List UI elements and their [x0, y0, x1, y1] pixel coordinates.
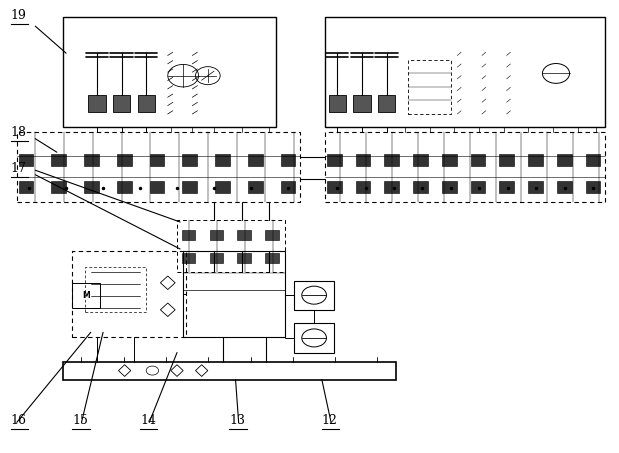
- Bar: [215, 182, 230, 193]
- Bar: [500, 182, 514, 193]
- Bar: [470, 154, 485, 166]
- Bar: [137, 95, 155, 112]
- Bar: [384, 154, 399, 166]
- Bar: [183, 182, 197, 193]
- Bar: [248, 182, 262, 193]
- Bar: [265, 230, 279, 240]
- Bar: [238, 253, 251, 263]
- Bar: [215, 154, 230, 166]
- Bar: [265, 253, 279, 263]
- Bar: [63, 361, 396, 380]
- Text: 18: 18: [11, 125, 27, 139]
- Bar: [294, 323, 334, 352]
- Bar: [586, 182, 600, 193]
- Bar: [408, 60, 451, 114]
- Bar: [353, 95, 371, 112]
- Bar: [470, 182, 485, 193]
- Bar: [85, 267, 146, 312]
- Text: 16: 16: [11, 414, 27, 427]
- Text: 12: 12: [322, 414, 338, 427]
- Bar: [442, 182, 457, 193]
- Text: M: M: [82, 291, 90, 299]
- Bar: [413, 182, 428, 193]
- Bar: [19, 154, 33, 166]
- Bar: [177, 220, 285, 271]
- Bar: [384, 182, 399, 193]
- Bar: [280, 182, 295, 193]
- Bar: [183, 251, 285, 337]
- Bar: [84, 182, 99, 193]
- Bar: [72, 283, 100, 308]
- Bar: [557, 182, 571, 193]
- Bar: [329, 95, 346, 112]
- Bar: [113, 95, 130, 112]
- Bar: [51, 154, 66, 166]
- Bar: [557, 154, 571, 166]
- Bar: [327, 182, 342, 193]
- Text: 15: 15: [72, 414, 88, 427]
- Bar: [117, 182, 132, 193]
- Bar: [325, 132, 605, 202]
- Bar: [378, 95, 395, 112]
- Bar: [150, 154, 165, 166]
- Bar: [355, 154, 370, 166]
- Bar: [413, 154, 428, 166]
- Text: 17: 17: [11, 162, 27, 175]
- Bar: [63, 17, 275, 127]
- Bar: [84, 154, 99, 166]
- Bar: [183, 154, 197, 166]
- Bar: [117, 154, 132, 166]
- Bar: [210, 253, 223, 263]
- Bar: [150, 182, 165, 193]
- Bar: [182, 230, 196, 240]
- Bar: [528, 154, 543, 166]
- Text: 13: 13: [230, 414, 245, 427]
- Bar: [280, 154, 295, 166]
- Bar: [442, 154, 457, 166]
- Bar: [528, 182, 543, 193]
- Bar: [586, 154, 600, 166]
- Bar: [327, 154, 342, 166]
- Text: 19: 19: [11, 9, 27, 22]
- Bar: [19, 182, 33, 193]
- Bar: [500, 154, 514, 166]
- Bar: [51, 182, 66, 193]
- Bar: [355, 182, 370, 193]
- Bar: [248, 154, 262, 166]
- Text: 14: 14: [140, 414, 156, 427]
- Bar: [325, 17, 605, 127]
- Bar: [210, 230, 223, 240]
- Bar: [238, 230, 251, 240]
- Bar: [89, 95, 105, 112]
- Bar: [182, 253, 196, 263]
- Bar: [17, 132, 300, 202]
- Bar: [72, 251, 186, 337]
- Bar: [294, 280, 334, 310]
